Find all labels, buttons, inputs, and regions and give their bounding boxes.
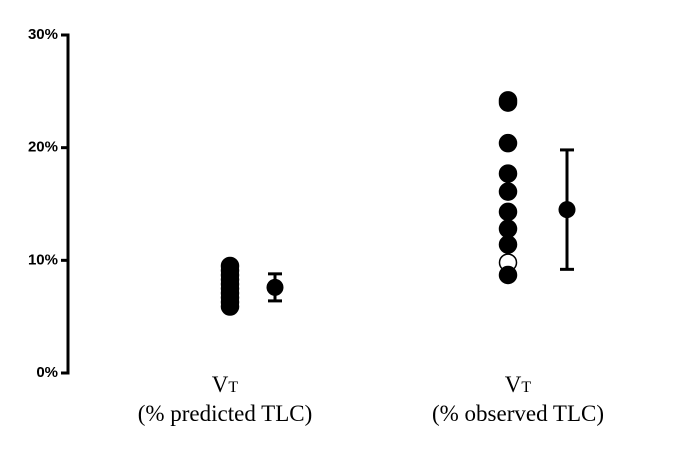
data-point bbox=[498, 93, 518, 112]
mean-marker bbox=[558, 201, 576, 219]
category-symbol-subscript: T bbox=[228, 379, 238, 396]
mean-marker bbox=[266, 278, 284, 296]
data-point bbox=[498, 202, 518, 222]
category-label: (% observed TLC) bbox=[432, 401, 604, 426]
data-point bbox=[498, 164, 518, 183]
y-tick-label: 10% bbox=[28, 251, 58, 268]
category-symbol: VT bbox=[212, 372, 239, 397]
y-tick-label: 20% bbox=[28, 139, 58, 156]
category-symbol-subscript: T bbox=[521, 379, 531, 396]
data-point bbox=[220, 297, 240, 316]
category-label: (% predicted TLC) bbox=[138, 401, 313, 426]
y-tick-label: 30% bbox=[28, 26, 58, 43]
category-symbol-letter: V bbox=[505, 372, 522, 397]
category-symbol-letter: V bbox=[212, 372, 229, 397]
data-point bbox=[498, 133, 518, 153]
data-point bbox=[498, 265, 518, 285]
data-point bbox=[498, 182, 518, 201]
data-point bbox=[498, 219, 518, 239]
data-point bbox=[498, 235, 518, 254]
category-symbol: VT bbox=[505, 372, 532, 397]
y-tick-label: 0% bbox=[36, 364, 58, 381]
